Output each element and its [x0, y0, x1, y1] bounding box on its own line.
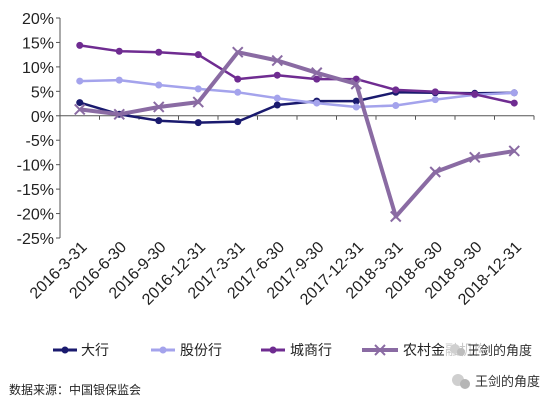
- series-3-point: [76, 41, 84, 49]
- legend: 大行 股份行 城商行 农村金融机构: [53, 343, 487, 359]
- series-2-point: [155, 81, 163, 89]
- series-4-point: [350, 78, 362, 90]
- series-2-point: [234, 88, 242, 96]
- y-tick-label: 0%: [31, 109, 54, 126]
- series-2-point: [273, 94, 281, 102]
- watermark-overlay-text: 王剑的角度: [467, 343, 532, 359]
- series-3-point: [431, 88, 439, 96]
- series-3-point: [392, 86, 400, 94]
- series-2-point: [76, 77, 84, 85]
- y-tick-label: -15%: [17, 182, 54, 199]
- y-tick-label: 10%: [22, 60, 54, 77]
- x-axis-ticks: 2016-3-312016-6-302016-9-302016-12-31201…: [27, 115, 535, 309]
- series-1-point: [76, 99, 84, 107]
- y-tick-label: 20%: [22, 11, 54, 28]
- series-3-point: [313, 75, 321, 83]
- legend-label-1: 大行: [81, 343, 109, 359]
- legend-marker-3: [269, 346, 277, 354]
- series-3-point: [115, 47, 123, 55]
- series-4-point: [153, 101, 165, 113]
- series-2-point: [431, 96, 439, 104]
- series-2-point: [352, 103, 360, 111]
- y-tick-label: -20%: [17, 207, 54, 224]
- series-3-point: [234, 75, 242, 83]
- legend-item-2: 股份行: [151, 343, 222, 359]
- series-4-point: [311, 67, 323, 79]
- series-3-point: [194, 51, 202, 59]
- series-2-point: [115, 76, 123, 84]
- series-layer: [74, 41, 520, 223]
- series-4-point: [429, 166, 441, 178]
- series-1: [76, 88, 518, 127]
- legend-label-2: 股份行: [180, 343, 222, 359]
- series-2-point: [510, 89, 518, 97]
- legend-marker-4: [374, 344, 386, 356]
- series-2-line: [79, 78, 515, 109]
- series-3-point: [471, 90, 479, 98]
- watermark-overlay: 王剑的角度: [444, 340, 544, 360]
- series-1-point: [352, 97, 360, 105]
- series-1-point: [155, 117, 163, 125]
- series-1-point: [194, 119, 202, 127]
- legend-marker-1: [61, 346, 69, 354]
- series-3-point: [273, 71, 281, 79]
- series-4-point: [192, 96, 204, 108]
- y-tick-label: -25%: [17, 231, 54, 248]
- legend-label-3: 城商行: [290, 343, 332, 359]
- y-tick-label: -10%: [17, 158, 54, 175]
- series-4-point: [113, 108, 125, 121]
- series-1-point: [234, 118, 242, 126]
- y-tick-label: 5%: [31, 84, 54, 101]
- y-tick-label: -5%: [26, 133, 54, 150]
- series-2-point: [194, 85, 202, 93]
- wechat-icon-corner: [452, 374, 470, 389]
- corner-watermark: 王剑的角度: [452, 374, 540, 390]
- series-4-point: [508, 145, 520, 157]
- series-3-point: [510, 99, 518, 107]
- series-4-point: [469, 151, 481, 164]
- series-3-line: [79, 44, 515, 105]
- series-2-point: [392, 102, 400, 110]
- source-note: 数据来源：中国银保监会: [9, 382, 141, 397]
- series-2-point: [313, 99, 321, 107]
- legend-marker-2: [159, 346, 167, 354]
- y-axis-ticks: 20% 15% 10% 5% 0% -5% -10% -15% -20% -25%: [17, 11, 60, 248]
- legend-item-1: 大行: [53, 343, 109, 359]
- legend-item-3: 城商行: [261, 343, 332, 359]
- series-4-point: [74, 103, 86, 116]
- series-4-point: [232, 46, 244, 58]
- series-4: [74, 46, 520, 223]
- y-tick-label: 15%: [22, 35, 54, 52]
- series-4-point: [390, 210, 402, 223]
- series-3-point: [155, 48, 163, 56]
- watermark-overlay-bg: [444, 340, 544, 360]
- series-3: [76, 41, 518, 107]
- series-4-point: [271, 54, 283, 67]
- series-4-line: [79, 50, 515, 219]
- series-1-point: [273, 101, 281, 109]
- wechat-icon: [450, 344, 465, 356]
- corner-watermark-text: 王剑的角度: [475, 374, 540, 390]
